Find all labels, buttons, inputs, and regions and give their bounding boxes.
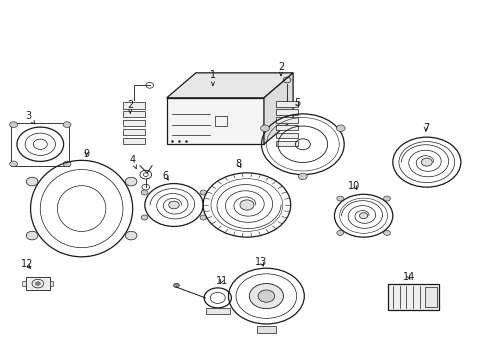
Bar (49, 282, 53, 286)
Circle shape (421, 158, 431, 166)
Bar (122, 138, 144, 144)
Text: 9: 9 (83, 149, 89, 158)
Bar (122, 120, 144, 126)
Circle shape (26, 177, 38, 186)
Text: 2: 2 (127, 100, 133, 113)
Bar (424, 287, 436, 307)
Circle shape (200, 215, 206, 220)
Text: 11: 11 (215, 276, 227, 286)
Circle shape (336, 196, 343, 201)
Circle shape (359, 213, 367, 219)
Text: 4: 4 (129, 156, 136, 168)
Circle shape (168, 201, 179, 209)
Polygon shape (166, 98, 264, 144)
Text: 13: 13 (255, 257, 267, 267)
Polygon shape (264, 73, 292, 144)
Text: 5: 5 (293, 98, 300, 108)
Circle shape (336, 125, 345, 131)
Text: 12: 12 (20, 259, 33, 269)
Bar (387, 284, 438, 310)
Circle shape (35, 282, 40, 285)
Text: 7: 7 (422, 123, 428, 133)
Circle shape (249, 284, 283, 309)
Bar (276, 117, 297, 123)
Bar (11, 123, 69, 166)
Circle shape (260, 125, 269, 131)
Circle shape (26, 231, 38, 240)
Bar (276, 125, 297, 130)
Circle shape (10, 122, 18, 127)
Circle shape (173, 283, 179, 288)
Text: 2: 2 (277, 63, 284, 76)
Circle shape (125, 231, 137, 240)
Circle shape (63, 122, 71, 127)
Circle shape (383, 230, 389, 235)
Text: 14: 14 (402, 272, 414, 282)
Text: 6: 6 (163, 171, 168, 181)
Text: 8: 8 (235, 159, 241, 169)
Bar (256, 326, 276, 333)
Bar (122, 129, 144, 135)
Text: 1: 1 (209, 69, 216, 85)
Bar (205, 308, 229, 314)
Circle shape (336, 230, 343, 235)
Circle shape (258, 290, 274, 302)
Bar (122, 102, 144, 109)
Bar (276, 102, 297, 107)
Text: 3: 3 (25, 111, 35, 124)
Circle shape (141, 215, 148, 220)
Bar (276, 133, 297, 138)
Bar (276, 109, 297, 115)
Bar (26, 277, 49, 291)
Circle shape (240, 200, 253, 210)
Bar (122, 111, 144, 117)
Circle shape (141, 190, 148, 195)
Circle shape (298, 173, 306, 180)
Circle shape (383, 196, 389, 201)
Circle shape (63, 161, 71, 167)
Circle shape (200, 190, 206, 195)
Bar (22, 282, 26, 286)
Circle shape (125, 177, 137, 186)
Bar (215, 116, 227, 126)
Polygon shape (166, 73, 292, 98)
Circle shape (10, 161, 18, 167)
Bar (276, 141, 297, 146)
Text: 10: 10 (347, 181, 360, 191)
